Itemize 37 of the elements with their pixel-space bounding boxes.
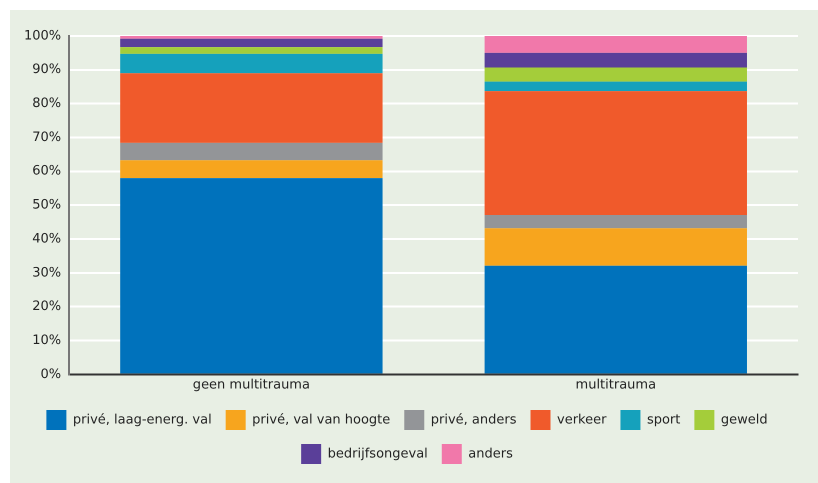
y-tick-label: 90% [32, 62, 62, 78]
y-tick-label: 80% [32, 96, 62, 112]
legend-label: privé, laag-energ. val [72, 412, 212, 428]
legend-label: verkeer [557, 412, 608, 428]
bar [484, 228, 747, 266]
bar [484, 215, 747, 228]
y-tick-label: 60% [32, 164, 62, 179]
y-tick-label: 10% [32, 332, 62, 348]
bar [120, 54, 383, 74]
bar [120, 73, 383, 143]
y-tick-label: 100% [24, 28, 62, 44]
y-tick-label: 0% [40, 366, 62, 382]
x-tick-label: multitrauma [576, 378, 656, 393]
bar [120, 160, 383, 178]
bar [484, 36, 747, 53]
y-tick-label: 40% [32, 231, 62, 246]
bar [484, 91, 747, 216]
bar [484, 52, 747, 68]
y-tick-label: 30% [32, 265, 62, 280]
bar [484, 67, 747, 82]
legend-label: geweld [720, 412, 768, 428]
x-tick-label: geen multitrauma [192, 378, 310, 393]
bar [484, 82, 747, 92]
y-tick-label: 70% [32, 130, 62, 145]
bar [120, 178, 383, 374]
bar [120, 36, 383, 39]
legend-label: anders [468, 446, 514, 462]
legend-label: sport [646, 412, 680, 428]
legend-label: privé, anders [430, 412, 517, 428]
bar [120, 142, 383, 160]
legend-label: bedrijfsongeval [328, 446, 428, 462]
y-tick-label: 20% [32, 299, 62, 314]
bar [484, 266, 747, 374]
legend-label: privé, val van hoogte [252, 412, 390, 428]
y-tick-label: 50% [32, 198, 62, 213]
bar [120, 47, 383, 54]
bar [120, 38, 383, 48]
